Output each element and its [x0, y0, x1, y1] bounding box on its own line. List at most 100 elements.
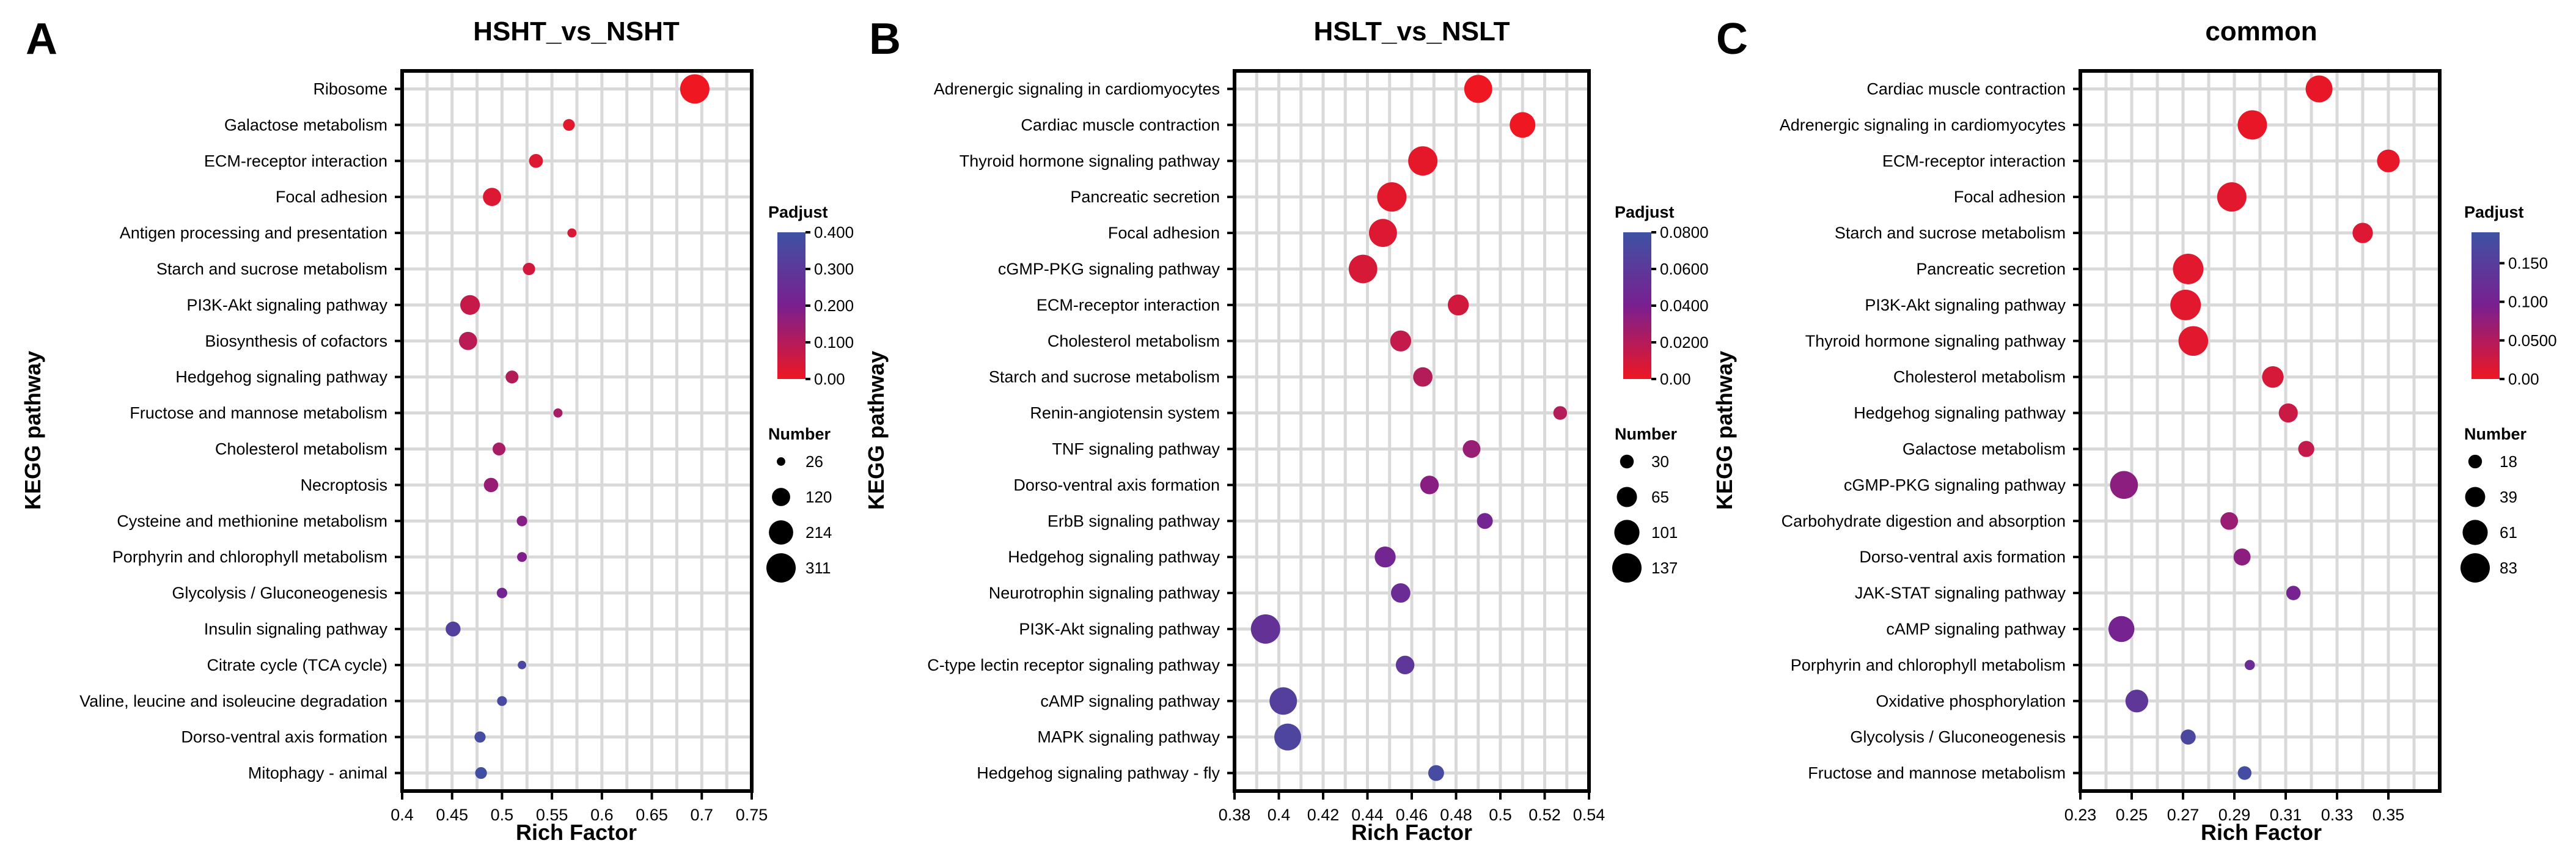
y-tick-label: Pancreatic secretion [1916, 260, 2066, 278]
size-legend-label: 101 [1651, 523, 1678, 542]
y-tick-label: Pancreatic secretion [1070, 188, 1220, 206]
x-axis-title: Rich Factor [1351, 820, 1472, 845]
data-point [2298, 441, 2314, 457]
x-tick-label: 0.65 [636, 806, 668, 824]
color-bar-label: 0.00 [2508, 370, 2539, 388]
size-legend-title: Number [2464, 425, 2527, 443]
data-point [1464, 75, 1492, 103]
y-tick-label: Ribosome [313, 79, 387, 98]
data-point [2352, 223, 2373, 243]
y-axis-title: KEGG pathway [1712, 351, 1737, 510]
y-tick-label: Mitophagy - animal [248, 764, 387, 782]
size-legend-dot [1614, 520, 1640, 545]
y-tick-label: Dorso-ventral axis formation [1859, 548, 2066, 566]
y-tick-label: ECM-receptor interaction [1882, 152, 2066, 170]
y-tick-label: Hedgehog signaling pathway - fly [977, 764, 1220, 782]
data-point [2220, 512, 2239, 530]
data-point [553, 408, 563, 418]
y-tick-label: Galactose metabolism [1903, 440, 2066, 458]
y-tick-label: Oxidative phosphorylation [1876, 692, 2066, 710]
y-tick-label: Dorso-ventral axis formation [181, 728, 387, 746]
data-point [1477, 513, 1493, 529]
size-legend-label: 18 [2500, 452, 2517, 471]
y-tick-label: ECM-receptor interaction [204, 152, 387, 170]
data-point [505, 370, 519, 384]
y-tick-label: Neurotrophin signaling pathway [989, 584, 1220, 602]
x-tick-label: 0.7 [691, 806, 714, 824]
color-bar [2471, 232, 2500, 379]
size-legend-dot [2462, 520, 2488, 545]
x-axis-title: Rich Factor [516, 820, 637, 845]
y-tick-label: Fructose and mannose metabolism [1808, 764, 2066, 782]
y-tick-label: Porphyrin and chlorophyll metabolism [1791, 656, 2066, 674]
data-point [1420, 476, 1439, 495]
data-point [1553, 406, 1568, 420]
y-tick-label: Dorso-ventral axis formation [1013, 476, 1220, 494]
data-point [1390, 330, 1412, 352]
size-legend-label: 61 [2500, 523, 2517, 542]
y-tick-label: Starch and sucrose metabolism [1835, 224, 2066, 242]
panel-b: B HSLT_vs_NSLT KEGG pathway Rich Factor … [864, 15, 1709, 845]
size-legend-dot [769, 520, 793, 545]
data-point [1428, 765, 1444, 781]
color-bar [777, 232, 805, 379]
y-tick-label: cAMP signaling pathway [1886, 620, 2066, 638]
data-point [2181, 729, 2196, 745]
plot-frame [400, 69, 754, 793]
x-tick-label: 0.27 [2167, 806, 2200, 824]
size-legend-label: 214 [805, 523, 832, 542]
y-tick-label: Cholesterol metabolism [1893, 368, 2066, 386]
x-tick-label: 0.25 [2116, 806, 2148, 824]
data-point [2217, 182, 2247, 212]
data-point [523, 262, 535, 276]
y-tick-label: Adrenergic signaling in cardiomyocytes [934, 79, 1220, 98]
data-point [1413, 367, 1433, 387]
x-tick-label: 0.44 [1351, 806, 1384, 824]
data-point [1368, 219, 1397, 247]
x-tick-label: 0.4 [1268, 806, 1291, 824]
x-tick-label: 0.5 [1489, 806, 1512, 824]
x-tick-label: 0.48 [1440, 806, 1472, 824]
y-tick-label: ECM-receptor interaction [1037, 296, 1220, 314]
y-tick-label: Necroptosis [300, 476, 387, 494]
data-point [446, 621, 461, 637]
chart-title: HSHT_vs_NSHT [473, 17, 680, 46]
data-point [517, 552, 527, 562]
size-legend-dot [2465, 487, 2486, 507]
y-tick-label: Glycolysis / Gluconeogenesis [172, 584, 387, 602]
size-legend-dot [1612, 553, 1642, 583]
x-tick-label: 0.52 [1528, 806, 1561, 824]
y-tick-label: MAPK signaling pathway [1037, 728, 1220, 746]
color-bar [1623, 232, 1651, 379]
y-tick-label: PI3K-Akt signaling pathway [186, 296, 387, 314]
panel-letter: A [26, 15, 57, 64]
x-tick-label: 0.31 [2270, 806, 2302, 824]
y-tick-label: Thyroid hormone signaling pathway [1805, 332, 2066, 350]
data-point [460, 295, 480, 315]
color-bar-label: 0.0400 [1660, 296, 1709, 315]
y-tick-label: Insulin signaling pathway [204, 620, 388, 638]
y-tick-label: cGMP-PKG signaling pathway [1844, 476, 2066, 494]
x-tick-label: 0.5 [491, 806, 514, 824]
y-tick-label: Renin-angiotensin system [1030, 404, 1220, 422]
y-tick-label: PI3K-Akt signaling pathway [1865, 296, 2066, 314]
size-legend-dot [777, 457, 785, 466]
y-tick-label: Porphyrin and chlorophyll metabolism [112, 548, 387, 566]
x-tick-label: 0.35 [2372, 806, 2405, 824]
y-tick-label: Starch and sucrose metabolism [989, 368, 1220, 386]
data-point [1395, 655, 1415, 675]
y-tick-label: Carbohydrate digestion and absorption [1782, 512, 2066, 530]
size-legend-label: 83 [2500, 559, 2517, 577]
data-point [2173, 253, 2204, 284]
size-legend-label: 311 [805, 559, 831, 577]
x-tick-label: 0.46 [1396, 806, 1428, 824]
panel-c: C common KEGG pathway Rich Factor Padjus… [1712, 15, 2557, 845]
data-point [516, 515, 527, 526]
x-tick-label: 0.23 [2064, 806, 2097, 824]
color-bar-label: 0.0600 [1660, 260, 1709, 278]
y-tick-label: Cysteine and methionine metabolism [117, 512, 387, 530]
data-point [563, 119, 575, 131]
data-point [2377, 149, 2400, 172]
y-tick-label: ErbB signaling pathway [1048, 512, 1220, 530]
